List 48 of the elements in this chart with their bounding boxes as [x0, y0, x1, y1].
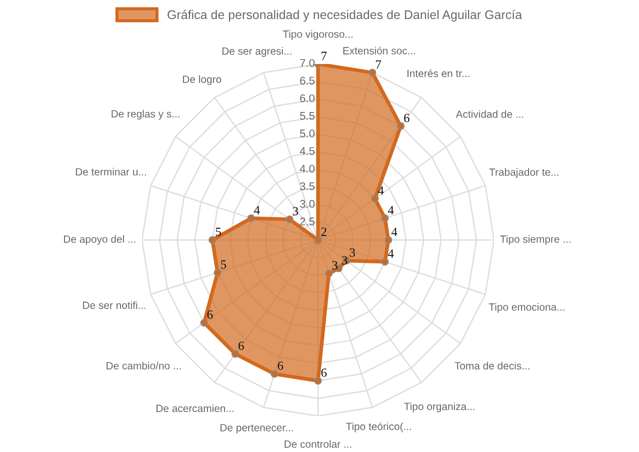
data-label: 7 — [376, 60, 382, 69]
spoke-label: Tipo teórico(... — [346, 422, 411, 432]
spoke-label: De apoyo del ... — [64, 235, 136, 245]
spoke-label: De cambio/no ... — [106, 362, 181, 370]
spoke-label: Tipo emociona... — [488, 303, 564, 313]
data-label: 6 — [207, 310, 213, 319]
legend-label: Gráfica de personalidad y necesidades de Daniel Aguilar García — [168, 10, 522, 22]
y-tick-label: 3.0 — [300, 200, 315, 208]
data-label: 4 — [388, 206, 394, 214]
y-tick-label: 4.5 — [300, 147, 315, 155]
y-tick-label: 2.5 — [300, 218, 315, 226]
spoke-label: Tipo organiza... — [404, 402, 474, 412]
spoke-label: De pertenecer... — [220, 424, 293, 434]
spoke-label: De ser agresi... — [222, 47, 292, 57]
y-tick-label: 4.0 — [300, 164, 315, 173]
y-tick-label: 5.0 — [300, 130, 315, 138]
spoke-label: Trabajador te... — [489, 168, 558, 178]
data-label: 3 — [292, 206, 298, 216]
spoke-label: De controlar ... — [284, 440, 352, 448]
data-label: 4 — [254, 206, 260, 214]
data-label: 4 — [391, 228, 398, 236]
spoke-label: Actividad de ... — [456, 110, 524, 118]
spoke-label: Tipo vigoroso... — [282, 30, 352, 40]
spoke-label: De terminar u... — [76, 168, 146, 176]
data-label: 3 — [350, 248, 356, 257]
spoke-label: Extensión soc... — [343, 46, 416, 54]
y-tick-label: 6.0 — [300, 94, 315, 102]
y-tick-label: 5.5 — [300, 112, 315, 120]
data-label: 3 — [332, 261, 338, 270]
data-label: 6 — [278, 362, 284, 370]
spoke-label: De ser notifi... — [83, 301, 146, 309]
data-label: 6 — [321, 368, 327, 377]
data-label: 6 — [238, 342, 244, 350]
data-label: 7 — [322, 52, 327, 60]
spoke-label: De reglas y s... — [112, 110, 180, 120]
data-label: 5 — [221, 260, 226, 269]
spoke-label: Tipo siempre ... — [500, 235, 570, 245]
y-tick-label: 7.0 — [300, 59, 315, 67]
data-label: 2 — [321, 228, 326, 236]
spoke-label: Toma de decis... — [454, 362, 530, 370]
spoke-label: Interés en tr... — [407, 69, 470, 78]
data-label: 6 — [404, 114, 410, 122]
data-label: 5 — [216, 228, 221, 236]
spoke-label: De acercamien... — [156, 404, 234, 412]
data-label: 4 — [388, 249, 394, 258]
y-tick-label: 6.5 — [300, 76, 315, 85]
y-tick-label: 3.5 — [300, 182, 315, 190]
spoke-label: De logro — [183, 75, 222, 86]
